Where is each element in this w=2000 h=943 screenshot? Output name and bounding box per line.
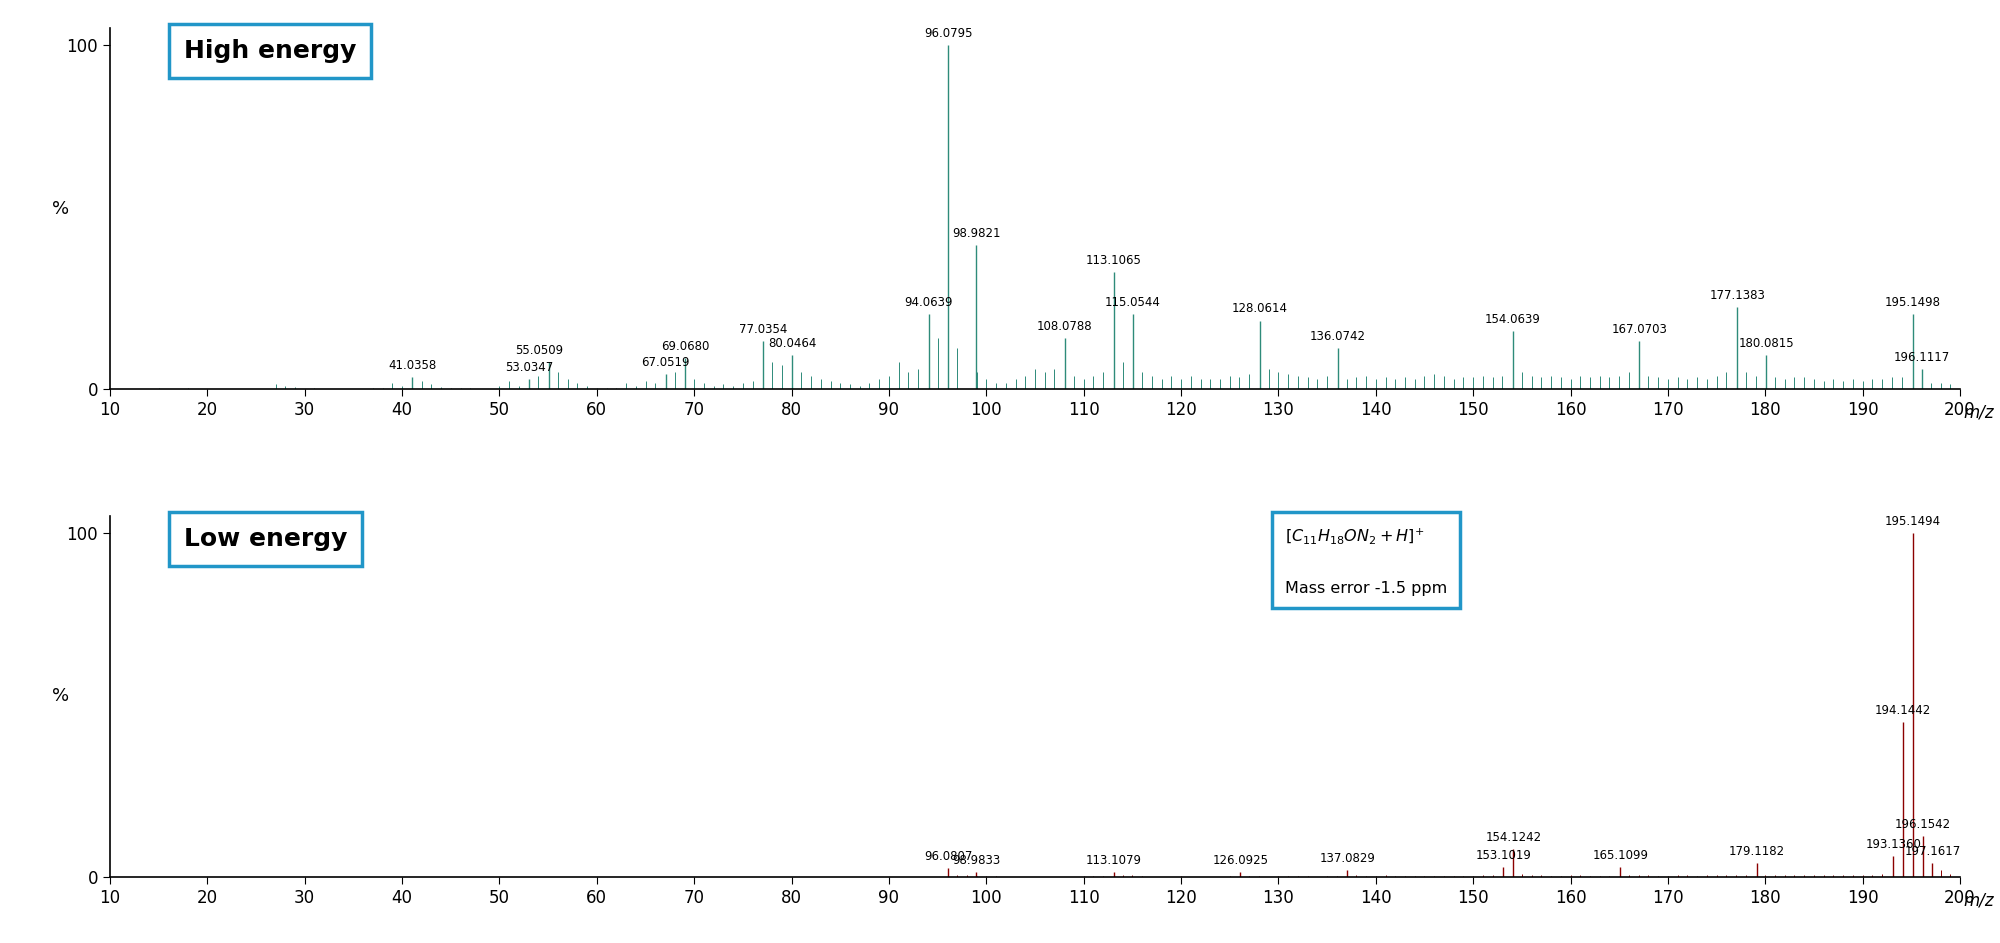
Text: m/z: m/z bbox=[1964, 891, 1994, 909]
Text: 195.1498: 195.1498 bbox=[1884, 295, 1940, 308]
Text: 194.1442: 194.1442 bbox=[1874, 704, 1932, 717]
Text: 196.1117: 196.1117 bbox=[1894, 351, 1950, 364]
Text: 180.0815: 180.0815 bbox=[1738, 337, 1794, 350]
Text: 53.0347: 53.0347 bbox=[504, 361, 554, 374]
Text: 153.1019: 153.1019 bbox=[1476, 849, 1532, 862]
Text: 96.0795: 96.0795 bbox=[924, 27, 972, 41]
Text: 94.0639: 94.0639 bbox=[904, 295, 952, 308]
Text: 196.1542: 196.1542 bbox=[1894, 818, 1950, 831]
Text: 108.0788: 108.0788 bbox=[1038, 320, 1092, 333]
Text: 98.9821: 98.9821 bbox=[952, 227, 1000, 240]
Text: 177.1383: 177.1383 bbox=[1710, 289, 1766, 302]
Text: 195.1494: 195.1494 bbox=[1884, 515, 1940, 528]
Text: 67.0519: 67.0519 bbox=[642, 356, 690, 369]
Text: 96.0807: 96.0807 bbox=[924, 851, 972, 863]
Text: 69.0680: 69.0680 bbox=[660, 340, 710, 354]
Text: 193.1360: 193.1360 bbox=[1866, 838, 1922, 852]
Text: 80.0464: 80.0464 bbox=[768, 337, 816, 350]
Text: 165.1099: 165.1099 bbox=[1592, 849, 1648, 862]
Text: 128.0614: 128.0614 bbox=[1232, 303, 1288, 316]
Text: 98.9833: 98.9833 bbox=[952, 853, 1000, 867]
Text: $[C_{11}H_{18}ON_{2}+H]^{+}$

Mass error -1.5 ppm: $[C_{11}H_{18}ON_{2}+H]^{+}$ Mass error … bbox=[1284, 527, 1448, 596]
Text: %: % bbox=[52, 200, 70, 218]
Text: 113.1065: 113.1065 bbox=[1086, 255, 1142, 267]
Text: 126.0925: 126.0925 bbox=[1212, 853, 1268, 867]
Text: High energy: High energy bbox=[184, 39, 356, 63]
Text: %: % bbox=[52, 687, 70, 705]
Text: m/z: m/z bbox=[1964, 404, 1994, 422]
Text: 77.0354: 77.0354 bbox=[738, 323, 786, 336]
Text: 154.1242: 154.1242 bbox=[1486, 832, 1542, 844]
Text: 41.0358: 41.0358 bbox=[388, 359, 436, 372]
Text: 115.0544: 115.0544 bbox=[1104, 295, 1160, 308]
Text: 167.0703: 167.0703 bbox=[1612, 323, 1668, 336]
Text: 179.1182: 179.1182 bbox=[1728, 845, 1784, 858]
Text: 197.1617: 197.1617 bbox=[1904, 845, 1960, 858]
Text: 136.0742: 136.0742 bbox=[1310, 330, 1366, 343]
Text: Low energy: Low energy bbox=[184, 527, 348, 551]
Text: 113.1079: 113.1079 bbox=[1086, 853, 1142, 867]
Text: 154.0639: 154.0639 bbox=[1484, 313, 1540, 326]
Text: 55.0509: 55.0509 bbox=[514, 344, 562, 356]
Text: 137.0829: 137.0829 bbox=[1320, 852, 1376, 865]
